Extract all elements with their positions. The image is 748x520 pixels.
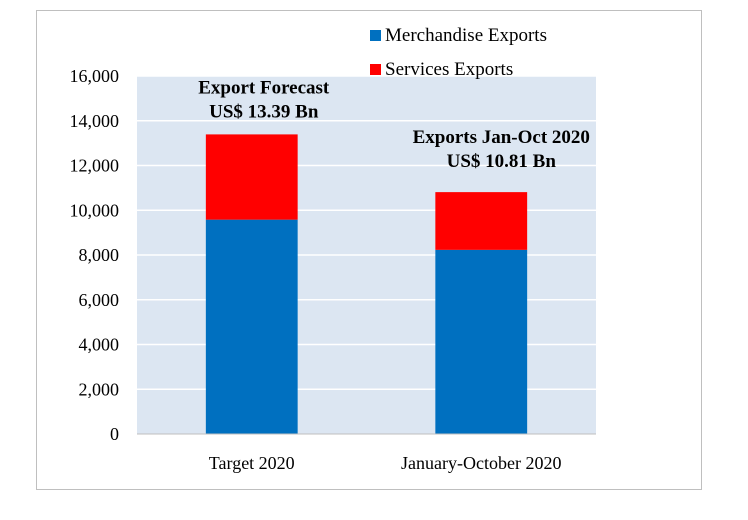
y-tick-label: 0: [110, 424, 119, 444]
y-tick-label: 16,000: [70, 66, 120, 86]
x-category-label: Target 2020: [209, 453, 295, 473]
y-tick-label: 14,000: [70, 111, 120, 131]
bars: [205, 134, 528, 434]
y-tick-label: 10,000: [70, 200, 120, 220]
y-tick-label: 12,000: [70, 156, 120, 176]
y-tick-label: 8,000: [79, 245, 120, 265]
y-tick-label: 4,000: [79, 335, 120, 355]
legend-swatch: [370, 64, 381, 75]
annotation-line: Exports Jan-Oct 2020: [413, 127, 590, 148]
y-tick-label: 2,000: [79, 379, 120, 399]
legend-swatch: [370, 30, 381, 41]
bar-merchandise-1: [435, 249, 528, 434]
bar-services-1: [435, 192, 528, 250]
x-axis-categories: Target 2020 January-October 2020: [209, 453, 562, 473]
annotation-line: US$ 10.81 Bn: [447, 151, 557, 172]
legend-label: Merchandise Exports: [385, 25, 547, 46]
bar-merchandise-0: [205, 219, 298, 434]
legend: Merchandise Exports Services Exports: [370, 25, 547, 80]
annotation-line: Export Forecast: [198, 77, 330, 98]
x-category-label: January-October 2020: [401, 453, 561, 473]
y-axis-ticks: 0 2,000 4,000 6,000 8,000 10,000 12,000 14,000 1…: [70, 66, 120, 444]
y-tick-label: 6,000: [79, 290, 120, 310]
bar-services-0: [205, 134, 298, 220]
annotations: Export Forecast US$ 13.39 Bn Exports Jan-O…: [198, 77, 590, 172]
annotation-line: US$ 13.39 Bn: [209, 101, 319, 122]
legend-label: Services Exports: [385, 59, 513, 80]
